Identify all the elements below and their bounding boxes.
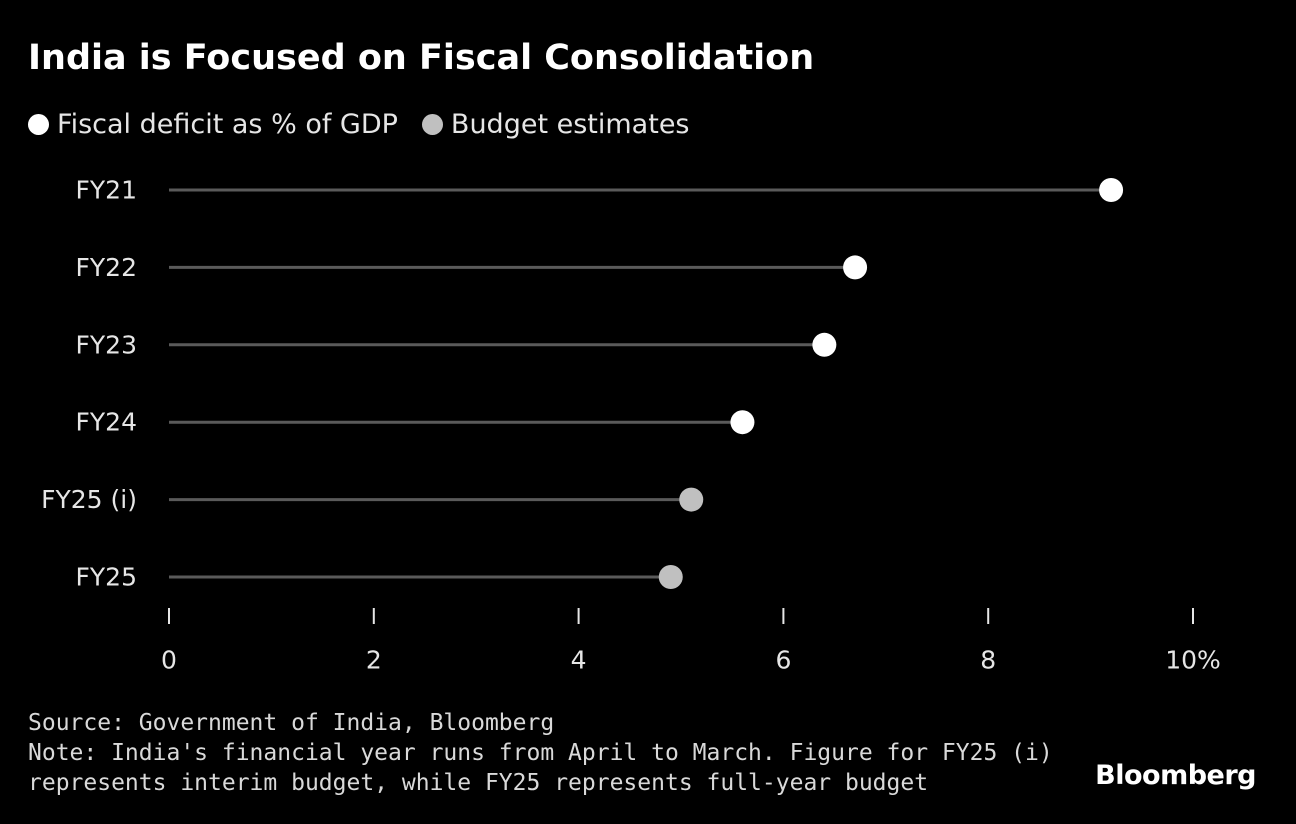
point-fy25-i (679, 487, 704, 512)
category-labels: FY21 FY22 FY23 FY24 FY25 (i) FY25 (41, 176, 137, 592)
x-tick-label-8: 8 (980, 646, 996, 675)
category-label-fy21: FY21 (76, 176, 137, 205)
stems (169, 188, 1112, 579)
note-line-1: Note: India's financial year runs from A… (28, 740, 1053, 766)
bloomberg-logo: Bloomberg (1095, 760, 1256, 791)
data-points (658, 178, 1124, 589)
chart-title: India is Focused on Fiscal Consolidation (28, 38, 815, 78)
category-label-fy25-i: FY25 (i) (41, 485, 137, 514)
source-note: Source: Government of India, Bloomberg (28, 710, 555, 736)
legend-item-budget-estimates: Budget estimates (421, 108, 690, 140)
x-tick-label-0: 0 (161, 646, 177, 675)
x-tick-label-6: 6 (775, 646, 791, 675)
point-fy21 (1099, 178, 1124, 202)
point-fy23 (812, 332, 837, 357)
legend-item-fiscal-deficit: Fiscal deficit as % of GDP (28, 109, 398, 140)
legend-swatch-budget-estimates (421, 113, 443, 135)
footer: Source: Government of India, Bloomberg N… (28, 708, 1053, 798)
x-axis: 0 2 4 6 8 10% (161, 608, 1221, 675)
legend-label-fiscal-deficit: Fiscal deficit as % of GDP (57, 108, 398, 140)
legend: Fiscal deficit as % of GDP Budget estima… (28, 106, 714, 142)
category-label-fy22: FY22 (76, 253, 137, 282)
x-tick-label-10: 10% (1165, 646, 1221, 675)
point-fy24 (730, 410, 755, 435)
point-fy25 (658, 565, 683, 589)
x-tick-label-4: 4 (571, 646, 587, 675)
category-label-fy25: FY25 (76, 563, 137, 592)
x-tick-label-2: 2 (366, 646, 382, 675)
legend-label-budget-estimates: Budget estimates (450, 108, 690, 140)
legend-swatch-fiscal-deficit (28, 113, 49, 135)
category-label-fy23: FY23 (76, 330, 137, 359)
category-label-fy24: FY24 (76, 408, 137, 437)
note-line-2: represents interim budget, while FY25 re… (28, 770, 929, 796)
lollipop-chart: FY21 FY22 FY23 FY24 FY25 (i) FY25 0 2 4 6 8 10% (41, 176, 1221, 675)
point-fy22 (843, 255, 868, 280)
